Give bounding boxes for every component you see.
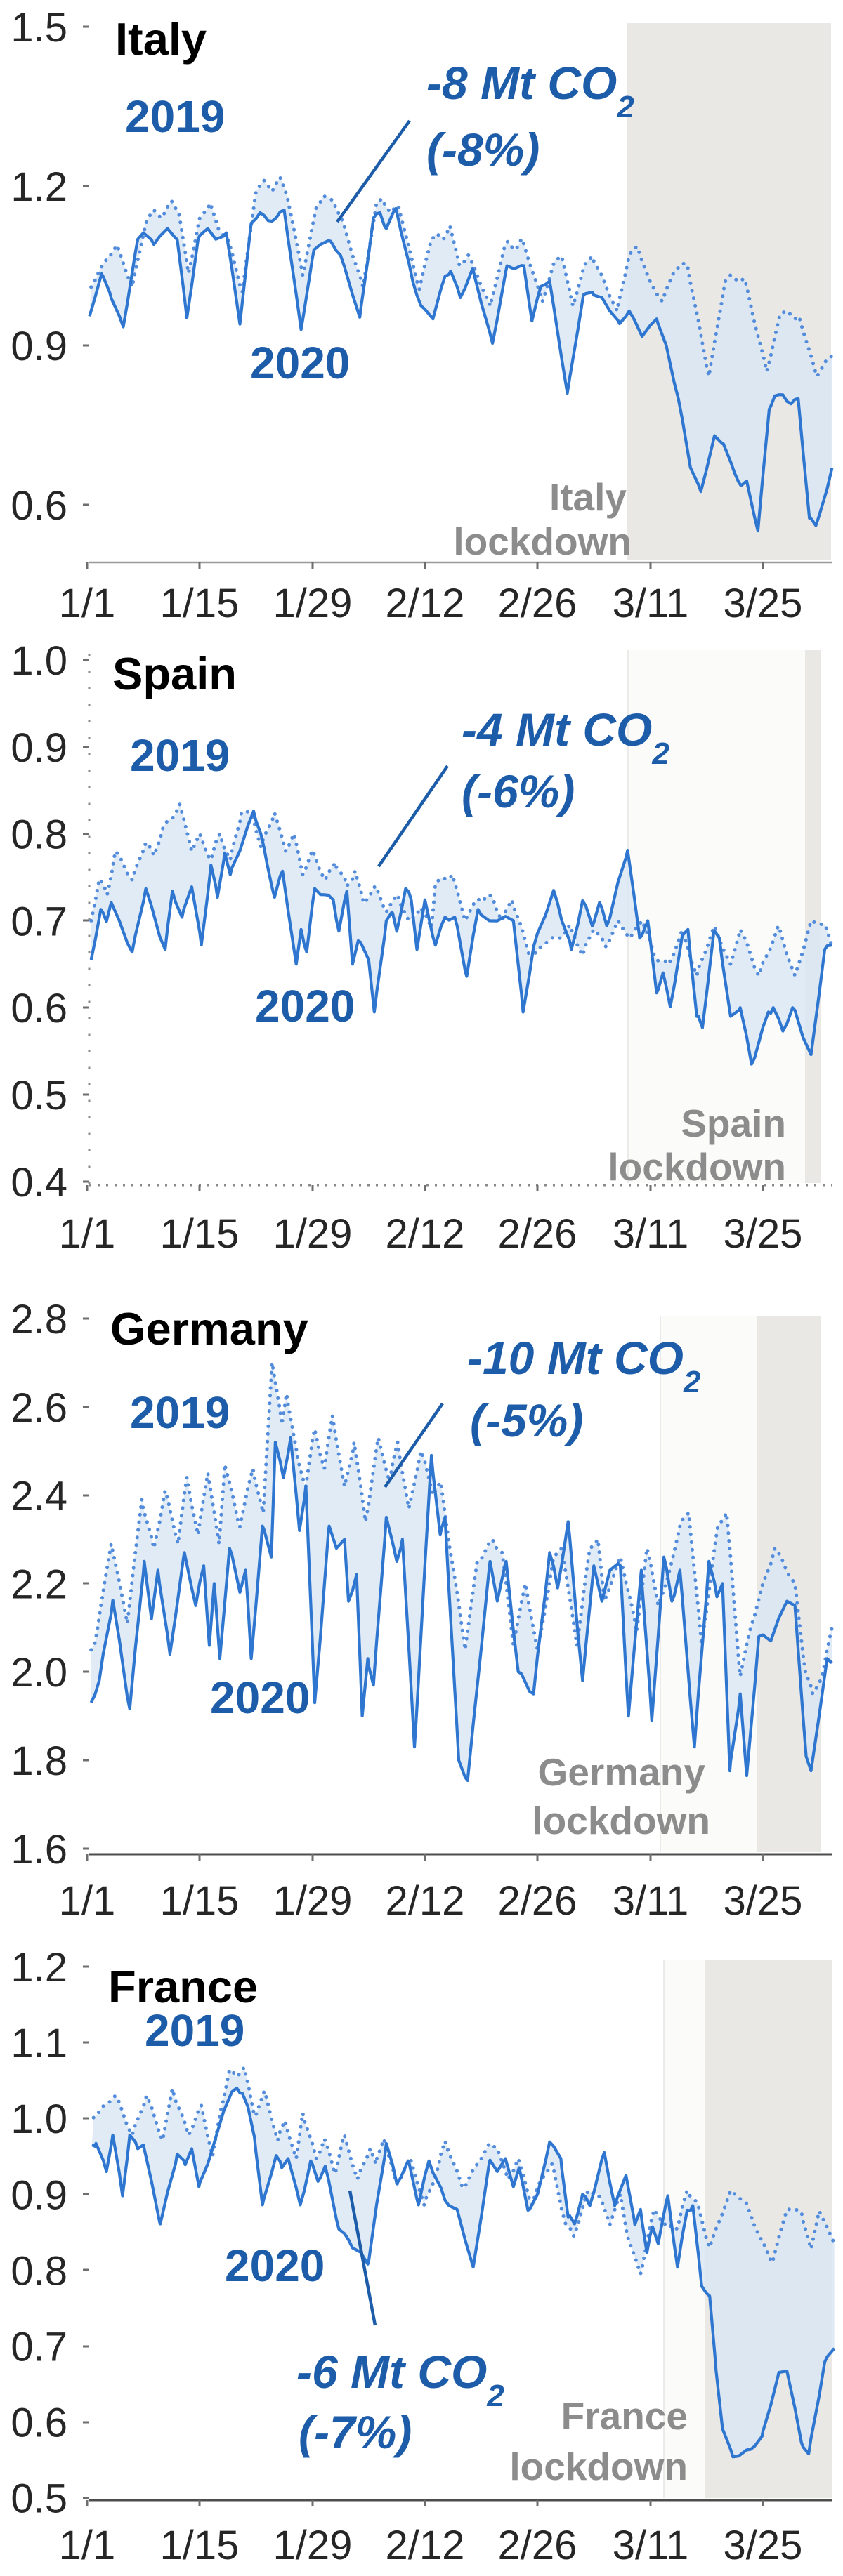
svg-text:1/15: 1/15 [160, 2523, 240, 2568]
svg-text:France: France [561, 2394, 688, 2438]
svg-text:2020: 2020 [255, 981, 355, 1031]
svg-text:lockdown: lockdown [509, 2445, 688, 2488]
svg-text:2.4: 2.4 [11, 1474, 67, 1519]
svg-text:France: France [108, 1961, 258, 2012]
svg-text:2.0: 2.0 [11, 1650, 67, 1696]
svg-text:0.5: 0.5 [11, 1073, 67, 1118]
svg-text:1/1: 1/1 [59, 1878, 116, 1924]
svg-text:3/11: 3/11 [613, 581, 689, 626]
svg-text:0.8: 0.8 [11, 812, 67, 858]
svg-text:Spain: Spain [681, 1102, 786, 1145]
svg-text:1.0: 1.0 [11, 638, 67, 684]
svg-text:3/11: 3/11 [613, 1211, 689, 1257]
svg-text:2019: 2019 [145, 2005, 244, 2056]
svg-text:1/1: 1/1 [59, 1211, 116, 1257]
svg-text:1/15: 1/15 [160, 1211, 240, 1257]
svg-text:2/26: 2/26 [498, 581, 577, 626]
svg-text:1/29: 1/29 [273, 1211, 353, 1257]
svg-text:0.5: 0.5 [11, 2476, 67, 2522]
svg-text:2/26: 2/26 [498, 1878, 577, 1924]
svg-text:1/29: 1/29 [273, 1878, 353, 1924]
svg-text:(-5%): (-5%) [470, 1394, 583, 1446]
svg-text:lockdown: lockdown [532, 1799, 710, 1842]
svg-text:1/1: 1/1 [59, 581, 116, 626]
svg-text:0.6: 0.6 [11, 986, 67, 1031]
svg-text:Italy: Italy [549, 475, 627, 519]
svg-text:1.6: 1.6 [11, 1827, 67, 1872]
svg-text:1/29: 1/29 [273, 2523, 353, 2568]
svg-text:1/1: 1/1 [59, 2523, 116, 2568]
svg-text:0.9: 0.9 [11, 324, 67, 369]
svg-text:0.8: 0.8 [11, 2248, 67, 2294]
svg-text:0.7: 0.7 [11, 899, 67, 944]
svg-text:2019: 2019 [125, 91, 225, 142]
svg-text:2020: 2020 [225, 2240, 325, 2291]
svg-text:2/26: 2/26 [498, 2523, 577, 2568]
svg-text:2/12: 2/12 [386, 1878, 465, 1924]
svg-text:lockdown: lockdown [608, 1145, 786, 1189]
svg-text:0.7: 0.7 [11, 2325, 67, 2370]
svg-text:2/12: 2/12 [386, 581, 465, 626]
svg-text:3/25: 3/25 [724, 581, 803, 626]
svg-text:1.1: 1.1 [11, 2021, 67, 2066]
svg-text:1/29: 1/29 [273, 581, 353, 626]
svg-text:Italy: Italy [115, 13, 207, 65]
svg-text:3/25: 3/25 [724, 2523, 803, 2568]
svg-text:0.6: 0.6 [11, 2400, 67, 2446]
svg-text:(-7%): (-7%) [299, 2406, 412, 2458]
svg-text:(-6%): (-6%) [462, 765, 575, 817]
svg-text:3/11: 3/11 [613, 1878, 689, 1924]
svg-text:1.5: 1.5 [11, 5, 67, 51]
svg-text:2019: 2019 [130, 1387, 230, 1438]
svg-text:0.6: 0.6 [11, 483, 67, 529]
svg-text:3/25: 3/25 [724, 1211, 803, 1257]
svg-text:2/12: 2/12 [386, 2523, 465, 2568]
svg-text:2.6: 2.6 [11, 1385, 67, 1431]
svg-text:2020: 2020 [210, 1672, 310, 1723]
svg-text:2019: 2019 [130, 730, 230, 781]
svg-text:1.2: 1.2 [11, 1945, 67, 1990]
svg-text:2/12: 2/12 [386, 1211, 465, 1257]
svg-text:(-8%): (-8%) [426, 124, 540, 176]
svg-text:1/15: 1/15 [160, 1878, 240, 1924]
svg-text:Germany: Germany [538, 1750, 706, 1794]
svg-text:3/25: 3/25 [724, 1878, 803, 1924]
svg-text:0.9: 0.9 [11, 725, 67, 771]
svg-text:1.8: 1.8 [11, 1738, 67, 1784]
svg-text:0.4: 0.4 [11, 1160, 67, 1206]
svg-text:Spain: Spain [112, 648, 237, 699]
svg-text:Germany: Germany [110, 1303, 308, 1354]
svg-text:3/11: 3/11 [613, 2523, 689, 2568]
svg-text:2/26: 2/26 [498, 1211, 577, 1257]
svg-text:1/15: 1/15 [160, 581, 240, 626]
svg-text:lockdown: lockdown [453, 520, 632, 563]
svg-text:2020: 2020 [250, 338, 350, 388]
svg-text:2.2: 2.2 [11, 1561, 67, 1607]
svg-text:1.2: 1.2 [11, 164, 67, 210]
svg-text:2.8: 2.8 [11, 1297, 67, 1342]
svg-text:0.9: 0.9 [11, 2172, 67, 2218]
svg-text:1.0: 1.0 [11, 2096, 67, 2142]
